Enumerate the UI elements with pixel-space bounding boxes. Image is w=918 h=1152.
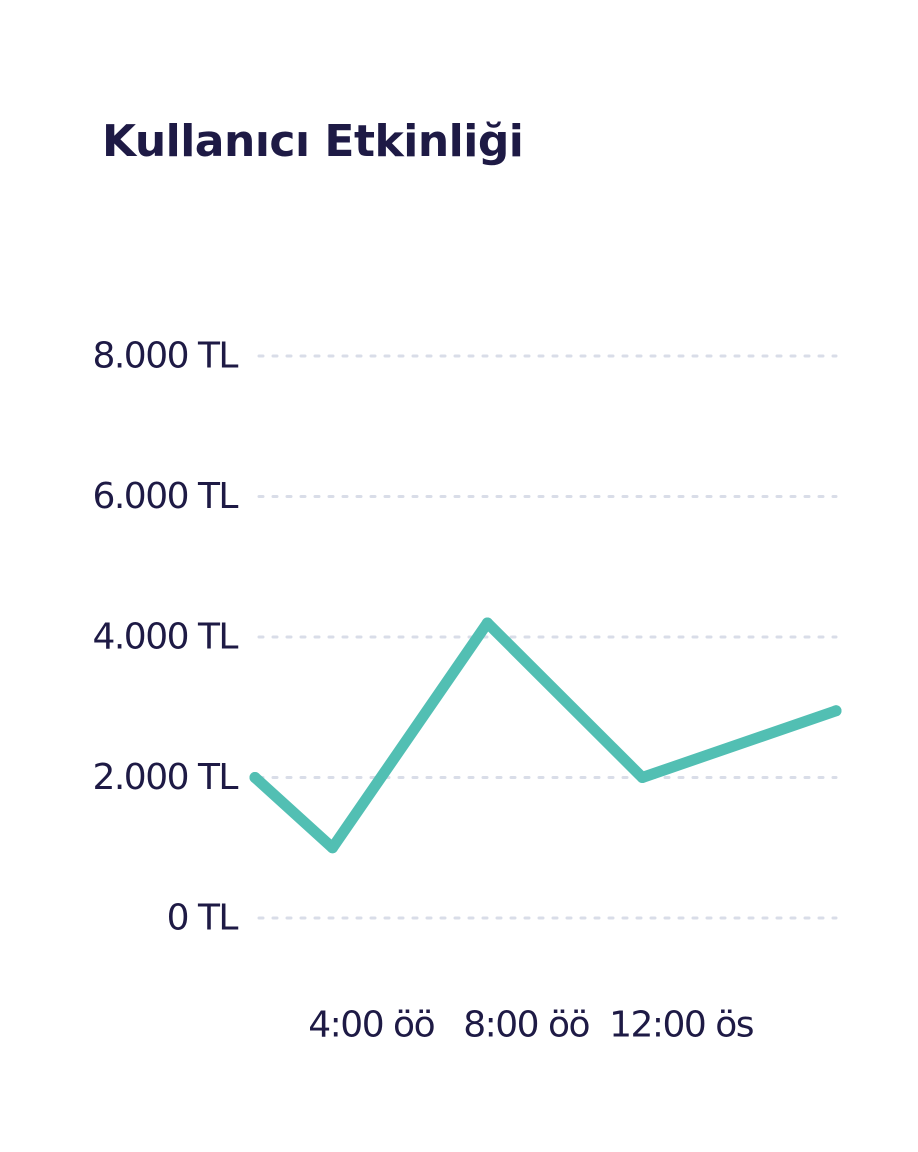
- y-tick-label: 0 TL: [167, 898, 239, 939]
- series-layer: [249, 617, 842, 854]
- data-point: [249, 772, 261, 783]
- gridlines: [257, 354, 838, 920]
- x-tick-label: 8:00 öö: [463, 1005, 589, 1046]
- data-point: [481, 617, 493, 629]
- x-tick-label: 12:00 ös: [609, 1005, 753, 1046]
- data-point: [830, 705, 842, 717]
- series-line-0: [249, 617, 842, 854]
- data-point: [636, 772, 648, 783]
- y-axis-tick-labels: 0 TL 2.000 TL 4.000 TL 6.000 TL 8.000 TL: [92, 336, 239, 939]
- y-tick-label: 4.000 TL: [92, 617, 238, 658]
- y-tick-label: 2.000 TL: [92, 757, 238, 798]
- x-axis-tick-labels: 4:00 öö 8:00 öö 12:00 ös: [308, 1005, 754, 1046]
- y-tick-label: 6.000 TL: [92, 476, 238, 517]
- chart-title: Kullanıcı Etkinliği: [102, 116, 524, 167]
- data-point: [326, 842, 338, 854]
- y-tick-label: 8.000 TL: [92, 336, 238, 377]
- x-tick-label: 4:00 öö: [308, 1005, 434, 1046]
